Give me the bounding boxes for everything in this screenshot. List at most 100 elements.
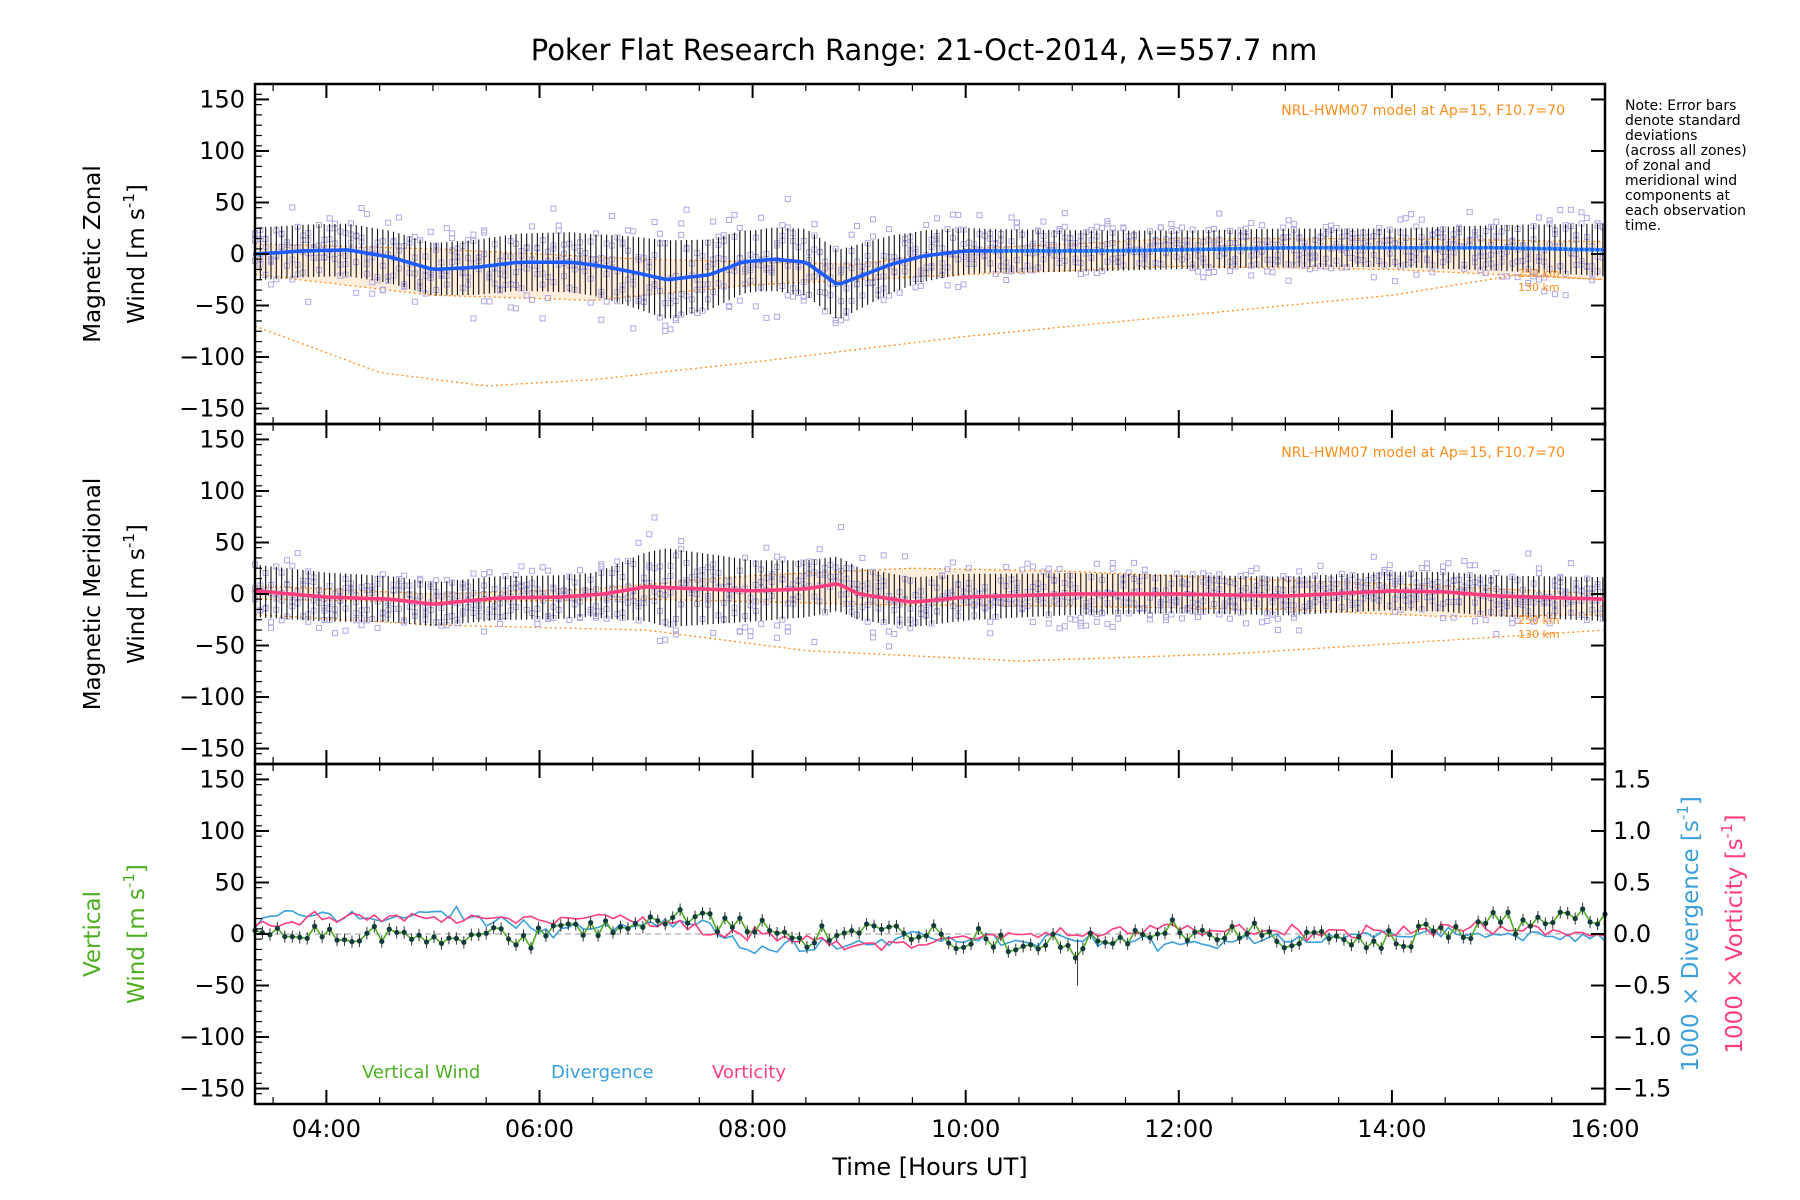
zonal-mean-point <box>1451 245 1456 250</box>
zonal-scatter-point <box>267 281 274 288</box>
meridional-mean-point <box>1377 589 1382 594</box>
meridional-mean-point <box>1371 589 1376 594</box>
zonal-mean-point <box>1595 247 1600 252</box>
meridional-mean-point <box>1158 592 1163 596</box>
zonal-mean-point <box>876 267 881 272</box>
meridional-mean-point <box>1153 592 1158 596</box>
zonal-mean-point <box>1270 246 1275 251</box>
meridional-mean-point <box>886 596 891 601</box>
meridional-scatter-point <box>1194 614 1201 621</box>
meridional-mean-point <box>396 598 401 603</box>
zonal-mean-point <box>1414 245 1419 250</box>
zonal-mean-point <box>338 248 343 253</box>
meridional-scatter-point <box>646 531 653 538</box>
zonal-mean-point <box>482 264 487 269</box>
ylabel-exponent: -1 <box>120 533 138 548</box>
vertical-wind-point <box>1356 934 1362 940</box>
zonal-mean-point <box>402 259 407 264</box>
zonal-scatter-point <box>736 297 743 304</box>
meridional-scatter-point <box>1109 565 1116 572</box>
zonal-mean-point <box>1126 248 1131 253</box>
meridional-mean-point <box>748 588 753 593</box>
meridional-mean-point <box>1446 590 1451 595</box>
zonal-scatter-point <box>449 235 456 242</box>
vertical-wind-point <box>767 927 773 934</box>
meridional-mean-point <box>1014 593 1019 598</box>
meridional-mean-point <box>498 596 503 601</box>
meridional-scatter-point <box>891 631 898 638</box>
meridional-mean-point <box>492 596 497 601</box>
meridional-mean-point <box>1414 589 1419 594</box>
meridional-mean-point <box>918 599 923 604</box>
meridional-mean-point <box>1105 592 1110 596</box>
vertical-wind-point <box>528 945 534 951</box>
vertical-wind-point <box>1236 935 1243 941</box>
meridional-mean-point <box>1430 589 1435 594</box>
meridional-mean-point <box>332 595 337 600</box>
zonal-mean-point <box>972 248 977 253</box>
zonal-scatter-point <box>1285 217 1292 224</box>
zonal-mean-point <box>370 252 375 257</box>
zonal-scatter-point <box>955 284 962 291</box>
zonal-mean-point <box>1009 248 1014 253</box>
vertical-wind-point <box>1274 938 1280 945</box>
zonal-scatter-point <box>790 293 797 300</box>
meridional-mean-point <box>503 595 508 600</box>
meridional-mean-point <box>1142 592 1147 596</box>
vertical-wind-point <box>789 935 795 941</box>
meridional-scatter-point <box>1178 615 1185 622</box>
meridional-mean-point <box>988 594 993 599</box>
y-tick-label: 0 <box>230 240 245 268</box>
zonal-model-curve-lower <box>254 274 1603 387</box>
zonal-scatter-point <box>1040 218 1047 225</box>
zonal-scatter-point <box>1541 288 1548 295</box>
meridional-mean-point <box>1425 589 1430 594</box>
meridional-scatter-point <box>481 628 488 635</box>
meridional-scatter-point <box>747 633 754 640</box>
zonal-mean-point <box>1174 247 1179 252</box>
vertical-wind-point <box>1430 928 1437 934</box>
vertical-wind-point <box>796 935 803 941</box>
zonal-mean-point <box>1446 245 1451 250</box>
zonal-mean-point <box>1190 247 1195 252</box>
zonal-scatter-point <box>1535 214 1542 221</box>
data-layer <box>252 195 1608 986</box>
zonal-scatter-point <box>481 227 488 234</box>
meridional-mean-point <box>1174 592 1179 596</box>
meridional-mean-point <box>380 596 385 601</box>
meridional-scatter-point <box>987 618 994 625</box>
zonal-mean-point <box>396 257 401 262</box>
meridional-mean-point <box>1126 592 1131 596</box>
y-tick-label: −150 <box>179 735 245 763</box>
vertical-wind-point <box>1348 942 1355 948</box>
vertical-wind-point <box>625 926 631 932</box>
vertical-wind-point <box>409 936 415 942</box>
zonal-scatter-point <box>289 204 296 211</box>
zonal-scatter-point <box>539 315 546 322</box>
zonal-mean-point <box>434 267 439 272</box>
label-bracket: ] <box>1722 814 1748 823</box>
meridional-scatter-point <box>1493 570 1500 577</box>
zonal-mean-point <box>306 248 311 253</box>
zonal-mean-point <box>1435 245 1440 250</box>
zonal-mean-point <box>844 279 849 284</box>
zonal-mean-point <box>748 259 753 264</box>
zonal-scatter-point <box>587 299 594 306</box>
ylabel-bracket: ] <box>124 184 150 193</box>
vertical-ylabel: Vertical Wind [m s-1] <box>80 864 150 1004</box>
vertical-wind-point <box>550 923 556 929</box>
meridional-mean-point <box>391 597 396 602</box>
zonal-scatter-point <box>843 314 850 321</box>
zonal-mean-point <box>1046 248 1051 253</box>
zonal-mean-point <box>775 257 780 262</box>
meridional-mean-point <box>1121 592 1126 596</box>
zonal-mean-point <box>908 257 913 262</box>
zonal-mean-point <box>977 248 982 253</box>
meridional-mean-point <box>407 599 412 604</box>
vertical-wind-point <box>670 914 676 921</box>
meridional-mean-point <box>476 597 481 602</box>
meridional-mean-point <box>620 588 625 593</box>
meridional-scatter-point <box>417 575 424 582</box>
vertical-wind-point <box>1281 945 1287 951</box>
